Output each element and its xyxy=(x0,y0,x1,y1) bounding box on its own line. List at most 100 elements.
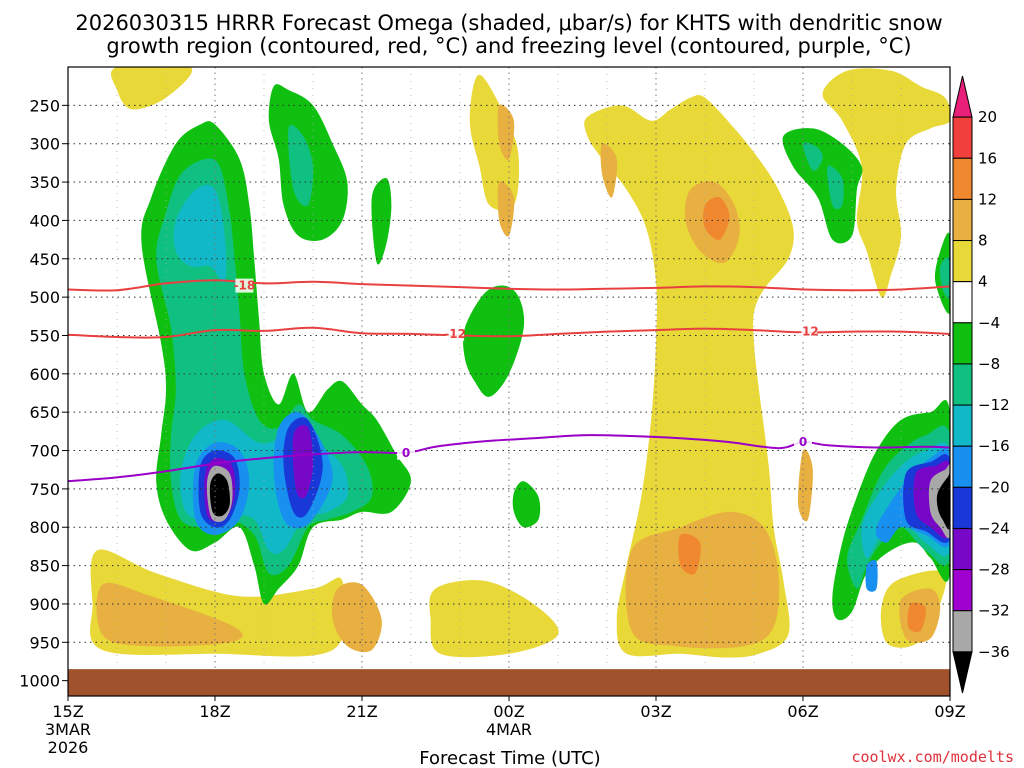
omega-region-neg24-44 xyxy=(292,424,314,499)
ground-fill xyxy=(68,669,950,696)
x-tick-label-09Z: 09Z xyxy=(934,702,965,721)
chart-title-line-2: growth region (contoured, red, °C) and f… xyxy=(106,34,911,58)
ground-bar xyxy=(68,669,950,696)
omega-region-neg4-21 xyxy=(371,178,392,265)
colorbar-label-1: 16 xyxy=(978,149,997,167)
colorbar-label-11: −28 xyxy=(978,561,1010,579)
colorbar-band-10 xyxy=(952,486,973,529)
y-tick-label-650: 650 xyxy=(29,403,60,422)
omega-region-neg36-48 xyxy=(209,473,230,517)
omega-region-4-0 xyxy=(110,67,193,110)
colorbar-band-6 xyxy=(952,322,973,365)
y-tick-label-350: 350 xyxy=(29,173,60,192)
contour-label-bg-freezing-level xyxy=(794,435,812,450)
omega-region-neg16-39 xyxy=(865,560,878,592)
omega-region-12-18 xyxy=(907,602,926,633)
colorbar-band-8 xyxy=(952,404,973,447)
omega-region-12-17 xyxy=(678,533,701,575)
y-tick-label-800: 800 xyxy=(29,518,60,537)
y-tick-label-600: 600 xyxy=(29,365,60,384)
credit-text: coolwx.com/modelts xyxy=(851,748,1014,766)
x-tick-sublabel2-15Z: 2026 xyxy=(48,738,89,757)
y-tick-label-750: 750 xyxy=(29,480,60,499)
colorbar-label-3: 8 xyxy=(978,232,988,250)
colorbar-label-8: −16 xyxy=(978,437,1010,455)
omega-region-8-10 xyxy=(497,181,515,237)
omega-region-12-16 xyxy=(703,196,730,240)
contour-label-bg-dendritic-top xyxy=(235,278,254,293)
omega-region-4-5 xyxy=(822,68,950,298)
contour-freezing-level xyxy=(68,434,950,483)
omega-region-neg8-29 xyxy=(802,142,823,171)
colorbar-label-13: −36 xyxy=(978,643,1010,661)
y-tick-label-700: 700 xyxy=(29,442,60,461)
colorbar-label-9: −20 xyxy=(978,478,1010,496)
colorbar-label-12: −32 xyxy=(978,602,1010,620)
contour-dendritic-top xyxy=(68,279,950,292)
omega-region-8-9 xyxy=(497,104,515,160)
colorbar-top-arrow xyxy=(952,75,973,118)
y-axis: 250 300 350 400 450 500 550 600 650 700 750 800 850 9… xyxy=(19,96,68,691)
x-tick-label-18Z: 18Z xyxy=(199,702,230,721)
colorbar-band-4 xyxy=(952,240,973,283)
colorbar-band-2 xyxy=(952,157,973,200)
y-tick-label-1000: 1000 xyxy=(19,672,60,691)
x-tick-sublabel-15Z: 3MAR xyxy=(45,720,91,739)
contour-label-bg-dendritic-bottom xyxy=(446,326,465,341)
x-tick-label-06Z: 06Z xyxy=(787,702,818,721)
x-tick-label-00Z: 00Z xyxy=(493,702,524,721)
y-tick-label-500: 500 xyxy=(29,288,60,307)
y-tick-label-950: 950 xyxy=(29,633,60,652)
omega-region-neg8-28 xyxy=(288,124,314,207)
omega-region-8-14 xyxy=(797,449,813,522)
omega-region-neg4-22 xyxy=(463,285,525,397)
omega-region-neg4-24 xyxy=(782,128,863,244)
colorbar-band-9 xyxy=(952,445,973,488)
contour-label-freezing-level-1: 0 xyxy=(799,435,807,449)
omega-shading xyxy=(90,67,950,658)
colorbar: 20 16 12 8 4 −4 −8 −12 −16 −20 −24 −28 −32 −36 xyxy=(952,75,1010,694)
y-tick-label-550: 550 xyxy=(29,326,60,345)
colorbar-label-6: −8 xyxy=(978,355,1000,373)
chart-title-line-1: 2026030315 HRRR Forecast Omega (shaded, … xyxy=(75,11,942,35)
colorbar-label-0: 20 xyxy=(978,108,997,126)
contour-lines: -18 -12 -12 0 0 xyxy=(68,278,950,483)
contour-label-dendritic-bottom-0: -12 xyxy=(444,327,466,341)
omega-region-neg8-30 xyxy=(827,165,844,210)
omega-region-8-13 xyxy=(625,511,780,649)
colorbar-label-2: 12 xyxy=(978,190,997,208)
omega-region-neg8-32 xyxy=(939,257,950,299)
colorbar-label-7: −12 xyxy=(978,396,1010,414)
colorbar-band-3 xyxy=(952,198,973,242)
colorbar-band-5 xyxy=(952,281,973,324)
y-tick-label-300: 300 xyxy=(29,135,60,154)
y-tick-label-850: 850 xyxy=(29,557,60,576)
omega-region-neg36-49 xyxy=(936,473,950,530)
omega-region-8-11 xyxy=(600,143,618,198)
contour-label-bg-dendritic-bottom xyxy=(798,324,817,339)
omega-region-neg4-23 xyxy=(512,481,541,528)
y-tick-label-400: 400 xyxy=(29,211,60,230)
colorbar-band-1 xyxy=(952,116,973,159)
y-tick-label-900: 900 xyxy=(29,595,60,614)
colorbar-band-7 xyxy=(952,363,973,406)
omega-region-8-8 xyxy=(332,582,382,653)
omega-region-4-3 xyxy=(429,580,559,658)
omega-region-4-2 xyxy=(469,74,520,211)
x-tick-label-03Z: 03Z xyxy=(640,702,671,721)
colorbar-band-11 xyxy=(952,527,973,571)
colorbar-label-4: 4 xyxy=(978,273,988,291)
contour-label-dendritic-bottom-1: -12 xyxy=(797,325,819,339)
y-tick-label-450: 450 xyxy=(29,250,60,269)
x-tick-label-15Z: 15Z xyxy=(52,702,83,721)
x-tick-label-21Z: 21Z xyxy=(346,702,377,721)
colorbar-band-13 xyxy=(952,610,973,653)
x-axis-title: Forecast Time (UTC) xyxy=(419,748,600,768)
x-tick-sublabel-00Z: 4MAR xyxy=(486,720,532,739)
contour-label-freezing-level-0: 0 xyxy=(402,446,410,460)
colorbar-label-10: −24 xyxy=(978,519,1010,537)
contour-label-dendritic-top-0: -18 xyxy=(234,279,256,293)
colorbar-bottom-arrow xyxy=(952,651,973,694)
